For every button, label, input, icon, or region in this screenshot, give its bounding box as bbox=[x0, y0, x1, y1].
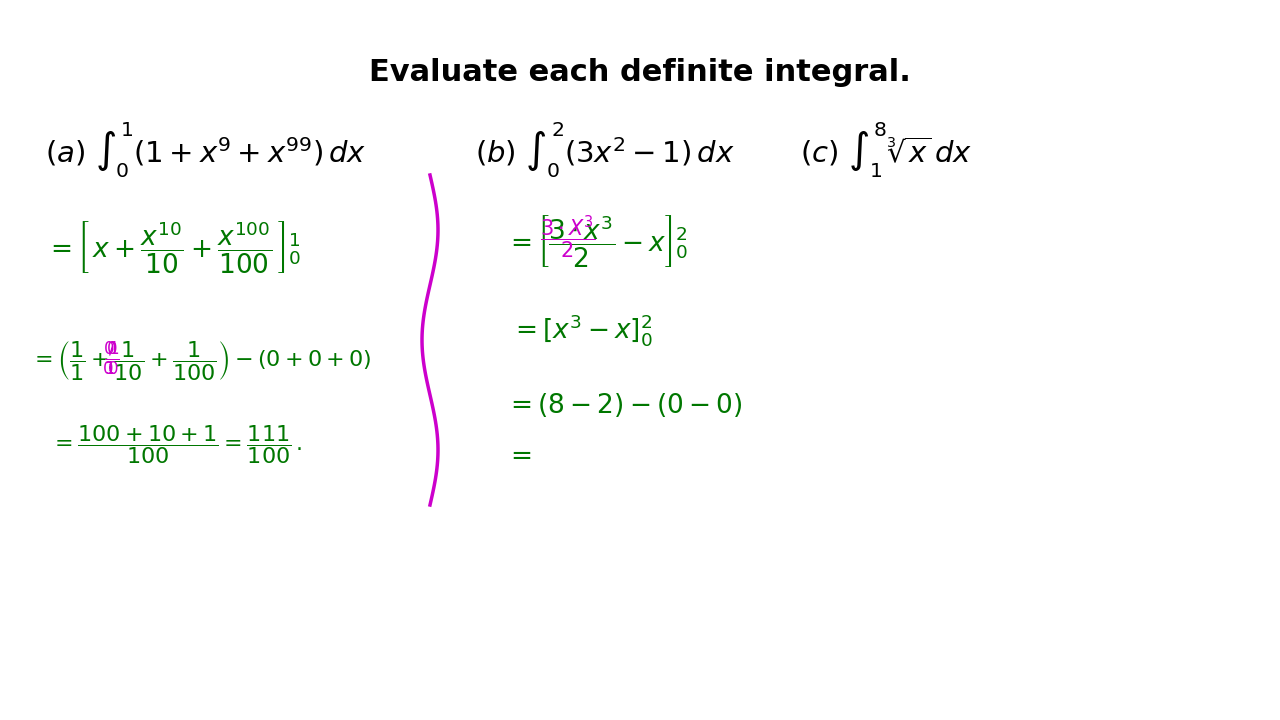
Text: $= \left[\,x + \dfrac{x^{10}}{10} + \dfrac{x^{100}}{100}\,\right]_0^1$: $= \left[\,x + \dfrac{x^{10}}{10} + \dfr… bbox=[45, 220, 301, 276]
Text: $= \left(\dfrac{1}{1} + \dfrac{1}{10} + \dfrac{1}{100}\right) - \left(0 + 0 + 0\: $= \left(\dfrac{1}{1} + \dfrac{1}{10} + … bbox=[29, 338, 371, 382]
Text: $= (8 - 2) - (0 - 0)$: $= (8 - 2) - (0 - 0)$ bbox=[506, 391, 742, 419]
Text: $\dfrac{3 \cdot X^3}{2}$: $\dfrac{3 \cdot X^3}{2}$ bbox=[540, 213, 595, 261]
Text: $\dfrac{1\!\!\!\!/\!\!\!0\!\!\!\!\!0}{1\!\!\!\!\!0\!\!0}$: $\dfrac{1\!\!\!\!/\!\!\!0\!\!\!\!\!0}{1\… bbox=[102, 339, 120, 377]
Text: $= \left[x^3 - x\right]_0^2$: $= \left[x^3 - x\right]_0^2$ bbox=[509, 312, 653, 348]
Text: $=$: $=$ bbox=[506, 442, 531, 468]
Text: $(b)\ \int_0^2 (3x^2 - 1)\,dx$: $(b)\ \int_0^2 (3x^2 - 1)\,dx$ bbox=[475, 120, 735, 180]
Text: $(a)\ \int_0^1 (1 + x^9 + x^{99})\,dx$: $(a)\ \int_0^1 (1 + x^9 + x^{99})\,dx$ bbox=[45, 120, 366, 180]
Text: Evaluate each definite integral.: Evaluate each definite integral. bbox=[369, 58, 911, 87]
Text: $(c)\ \int_1^8 \sqrt[3]{x}\,dx$: $(c)\ \int_1^8 \sqrt[3]{x}\,dx$ bbox=[800, 120, 972, 180]
Text: $= \left[\dfrac{3\cdot x^3}{2} - x\right]_0^2$: $= \left[\dfrac{3\cdot x^3}{2} - x\right… bbox=[506, 214, 687, 271]
Text: $= \dfrac{100 + 10 + 1}{100} = \dfrac{111}{100}\,.$: $= \dfrac{100 + 10 + 1}{100} = \dfrac{11… bbox=[50, 423, 302, 467]
